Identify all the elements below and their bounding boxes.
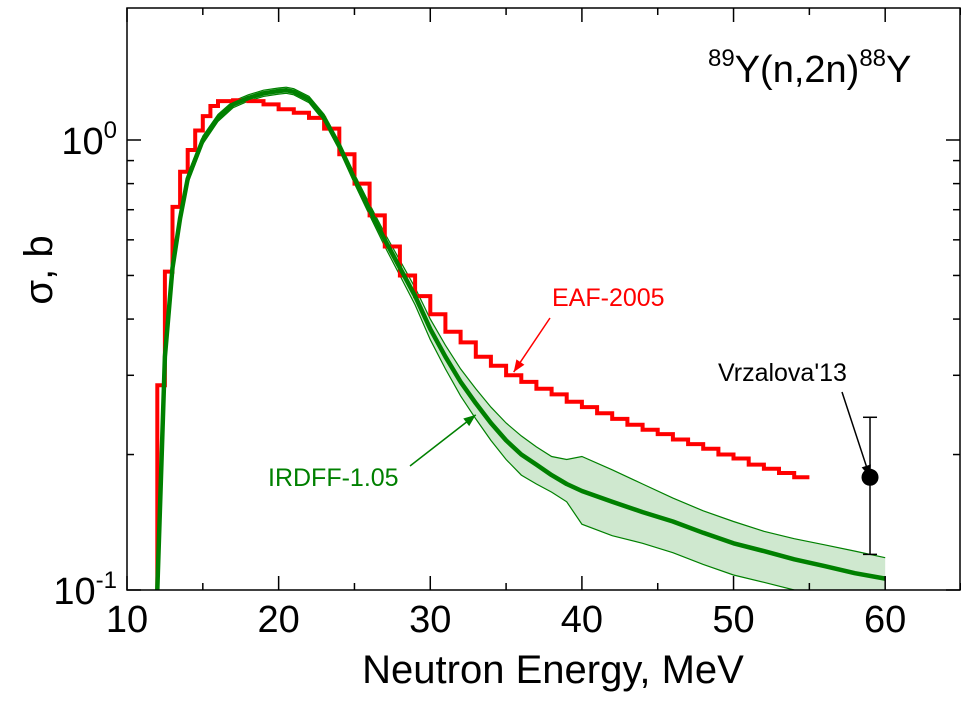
label-layer: 89Y(n,2n)88Y Neutron Energy, MeV σ, b <box>17 45 911 692</box>
annotation-label: Vrzalova'13 <box>718 359 847 387</box>
annotation-arrowhead <box>463 414 476 427</box>
series-layer <box>155 86 886 590</box>
irdff-lower-bound <box>156 92 798 590</box>
x-tick-label: 50 <box>712 599 754 641</box>
x-tick-label: 40 <box>561 599 603 641</box>
reaction-mass1: 89 <box>708 45 735 72</box>
annotation-arrowhead <box>861 464 871 478</box>
annotation-arrowhead <box>513 359 525 373</box>
reaction-product: Y <box>886 49 911 91</box>
reaction-label: 89Y(n,2n)88Y <box>708 45 911 91</box>
annotation-arrow <box>409 414 477 467</box>
y-axis-title: σ, b <box>17 235 61 304</box>
x-tick-label: 20 <box>257 599 299 641</box>
irdff-uncertainty-band <box>157 87 886 590</box>
y-tick-label: 10-1 <box>53 567 117 613</box>
annotation-label: IRDFF-1.05 <box>268 464 399 492</box>
reaction-target: Y(n,2n) <box>735 49 860 91</box>
plot-frame <box>126 7 961 591</box>
axes-layer: 10 20 30 40 50 60 100 10-1 EAF-2005 IRDFF-1.05 Vrz… <box>53 7 961 641</box>
annotation-arrow <box>841 391 871 478</box>
x-axis-title: Neutron Energy, MeV <box>362 648 744 692</box>
eaf-2005-step-line <box>155 98 810 590</box>
x-tick-label: 60 <box>864 599 906 641</box>
x-tick-label: 10 <box>106 599 148 641</box>
reaction-mass2: 88 <box>859 45 886 72</box>
annotation-label: EAF-2005 <box>552 284 665 312</box>
x-tick-label: 30 <box>409 599 451 641</box>
y-tick-label: 100 <box>61 117 117 163</box>
irdff-upper-bound <box>156 86 886 590</box>
irdff-1-05-line <box>155 87 886 590</box>
